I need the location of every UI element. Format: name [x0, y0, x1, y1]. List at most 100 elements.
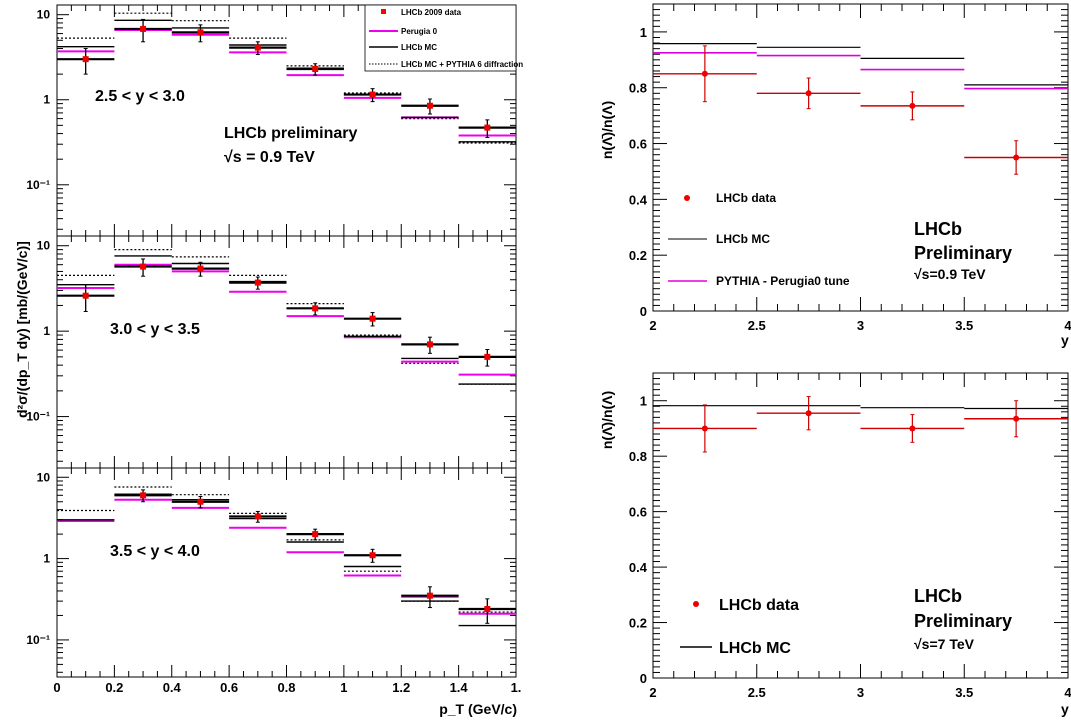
legend-label-data-09tev: LHCb data: [716, 191, 776, 205]
legend-label-lhcb-mc: LHCb MC: [401, 43, 437, 52]
ratio-xlabel-09tev: y: [1061, 332, 1069, 348]
y-tick-label: 1: [43, 552, 50, 566]
ratio-annotation-7tev-line2: Preliminary: [914, 611, 1012, 631]
x-tick-label: 2: [649, 685, 656, 700]
subpanel-label-middle: 3.0 < y < 3.5: [110, 321, 200, 338]
cross-section-xlabel: p_T (GeV/c): [439, 701, 517, 717]
data-point: [369, 315, 376, 322]
series-lhcb-mc: [653, 405, 1068, 410]
legend-label-data-7tev: LHCb data: [719, 597, 799, 614]
x-tick-label: 0.6: [220, 680, 238, 695]
data-point: [140, 492, 147, 499]
y-tick-label: 0.8: [629, 449, 647, 464]
data-point: [484, 605, 491, 612]
y-tick-label: 1: [43, 324, 50, 338]
x-tick-label: 4: [1064, 685, 1071, 700]
y-tick-label: 10⁻¹: [26, 633, 50, 647]
data-point: [82, 292, 89, 299]
x-tick-label: 0: [53, 680, 60, 695]
data-point: [312, 65, 319, 72]
data-point: [254, 44, 261, 51]
x-tick-label: 3: [857, 318, 864, 333]
data-point: [484, 353, 491, 360]
legend-label-perugia-09tev: PYTHIA - Perugia0 tune: [716, 274, 850, 288]
data-point: [426, 341, 433, 348]
ratio-ylabel-09tev: n(Λ̄)/n(Λ): [599, 101, 615, 159]
x-tick-label: 2: [649, 318, 656, 333]
y-tick-label: 1: [43, 93, 50, 107]
y-tick-label: 10: [37, 470, 51, 484]
ratio-legend-09tev: LHCb data LHCb MC PYTHIA - Perugia0 tune: [668, 191, 850, 288]
x-tick-label: 1: [340, 680, 347, 695]
x-tick-label: 3.5: [955, 685, 973, 700]
x-tick-label: 3: [857, 685, 864, 700]
data-point: [82, 56, 89, 63]
x-tick-label: 0.2: [105, 680, 123, 695]
subpanel-2: 10 1 10⁻¹: [26, 468, 517, 677]
data-point: [369, 91, 376, 98]
cross-section-ylabel: d²σ/(dp_T dy) [mb/(GeV/c)]: [14, 241, 30, 418]
ratio-annotation-09tev-line3: √s=0.9 TeV: [914, 266, 986, 282]
legend-label-diffraction: LHCb MC + PYTHIA 6 diffraction: [401, 60, 523, 69]
legend-label-mc-09tev: LHCb MC: [716, 232, 770, 246]
legend-marker-data-09tev: [684, 195, 690, 201]
y-tick-label: 0.4: [629, 192, 648, 207]
data-point: [254, 279, 261, 286]
legend-marker-data-7tev: [693, 601, 699, 607]
data-point: [369, 552, 376, 559]
y-tick-label: 0.2: [629, 616, 647, 631]
y-tick-label: 0.6: [629, 137, 647, 152]
data-point: [484, 124, 491, 131]
subpanel-label-top: 2.5 < y < 3.0: [95, 88, 185, 105]
y-tick-label: 10: [37, 239, 51, 253]
data-point: [805, 410, 812, 417]
data-point: [426, 102, 433, 109]
data-point: [312, 305, 319, 312]
x-tick-label: 4: [1064, 318, 1071, 333]
x-tick-label: 0.8: [277, 680, 295, 695]
y-tick-label: 10⁻¹: [26, 410, 50, 424]
legend-label-mc-7tev: LHCb MC: [719, 640, 791, 657]
y-tick-label: 0.6: [629, 505, 647, 520]
ratio-legend-7tev: LHCb data LHCb MC: [680, 597, 799, 657]
subpanel-1: 10 1 10⁻¹: [26, 236, 517, 468]
ratio-ylabel-7tev: n(Λ̄)/n(Λ): [599, 391, 615, 449]
data-point: [805, 90, 812, 97]
data-point: [701, 425, 708, 432]
subpanel-0: 10 1 10⁻¹: [26, 5, 517, 236]
x-tick-label: 1.4: [450, 680, 469, 695]
x-tick-label: 1.2: [392, 680, 410, 695]
legend-marker-data: [381, 9, 386, 14]
x-tick-label: 3.5: [955, 318, 973, 333]
ratio-panel-7tev: 0 0.2 0.4 0.6 0.8 1 2 2.5 3 3.5 4 n(Λ̄)/n(Λ) y LHC…: [599, 372, 1071, 717]
cross-section-legend: LHCb 2009 data Perugia 0 LHCb MC LHCb MC…: [364, 4, 523, 72]
y-tick-label: 1: [640, 394, 647, 409]
data-point: [909, 102, 916, 109]
ratio-xlabel-7tev: y: [1061, 701, 1069, 717]
data-point: [1013, 154, 1020, 161]
legend-label-data: LHCb 2009 data: [401, 8, 462, 17]
y-tick-label: 0: [640, 671, 647, 686]
ratio-annotation-7tev-line1: LHCb: [914, 586, 962, 606]
subpanel-frame-middle: [56, 235, 517, 469]
data-point: [909, 425, 916, 432]
series-lhcb-mc: [653, 43, 1068, 86]
y-tick-label: 0.4: [629, 560, 648, 575]
cross-section-annotation-line1: LHCb preliminary: [224, 125, 357, 142]
ratio-annotation-09tev-line1: LHCb: [914, 219, 962, 239]
data-point: [140, 25, 147, 32]
y-tick-label: 0: [640, 304, 647, 319]
x-tick-label: 2.5: [748, 318, 766, 333]
x-tick-label: 1.: [511, 680, 522, 695]
cross-section-annotation-line2: √s = 0.9 TeV: [224, 149, 315, 166]
data-point: [197, 265, 204, 272]
data-point: [701, 70, 708, 77]
data-point: [254, 513, 261, 520]
x-tick-label: 0.4: [163, 680, 182, 695]
ratio-annotation-09tev-line2: Preliminary: [914, 243, 1012, 263]
y-tick-label: 0.2: [629, 248, 647, 263]
data-point: [197, 498, 204, 505]
y-tick-label: 0.8: [629, 81, 647, 96]
subpanel-label-bottom: 3.5 < y < 4.0: [110, 543, 200, 560]
